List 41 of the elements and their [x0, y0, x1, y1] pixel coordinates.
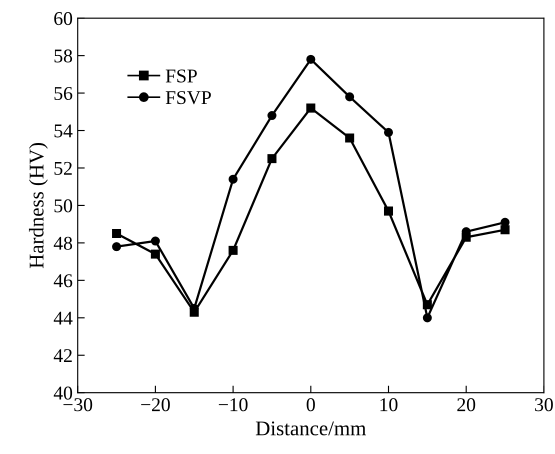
x-tick-label: 10: [380, 398, 398, 412]
y-tick-label: 42: [54, 349, 72, 362]
point: [267, 111, 276, 120]
x-tick-label: −20: [141, 398, 170, 412]
point: [306, 104, 316, 113]
point: [112, 242, 122, 252]
y-tick-label: 44: [54, 312, 73, 325]
y-tick-label: 54: [54, 124, 73, 138]
point: [384, 128, 394, 137]
point: [150, 250, 160, 259]
y-axis-title: Hardness (HV): [28, 143, 48, 268]
x-tick-label: 0: [306, 398, 315, 412]
point: [112, 229, 122, 238]
point: [384, 206, 394, 216]
x-tick-label: 30: [535, 398, 553, 412]
x-tick-label: −30: [63, 398, 92, 412]
point: [345, 134, 354, 143]
y-tick-label: 52: [54, 162, 72, 175]
x-tick-label: 20: [457, 398, 476, 412]
point: [422, 300, 432, 310]
y-tick-label: 56: [54, 86, 72, 100]
y-tick-label: 48: [54, 236, 72, 250]
y-tick-label: 60: [54, 12, 72, 26]
point: [150, 236, 160, 246]
y-tick-label: 58: [54, 49, 72, 63]
y-tick-label: 46: [54, 274, 72, 288]
y-tick-label: 50: [54, 199, 72, 212]
point: [345, 92, 354, 102]
y-tick-label: 40: [54, 386, 72, 400]
point: [306, 54, 316, 64]
point: [462, 232, 471, 242]
point: [500, 225, 510, 234]
x-tick-label: −10: [218, 398, 248, 412]
point: [422, 313, 432, 322]
point: [228, 246, 238, 255]
x-axis-title: Distance/mm: [256, 421, 366, 436]
point: [267, 154, 276, 164]
point: [190, 308, 199, 317]
legend-label: FSP: [166, 69, 197, 83]
point: [228, 174, 238, 184]
legend-label: FSVP: [166, 91, 211, 104]
